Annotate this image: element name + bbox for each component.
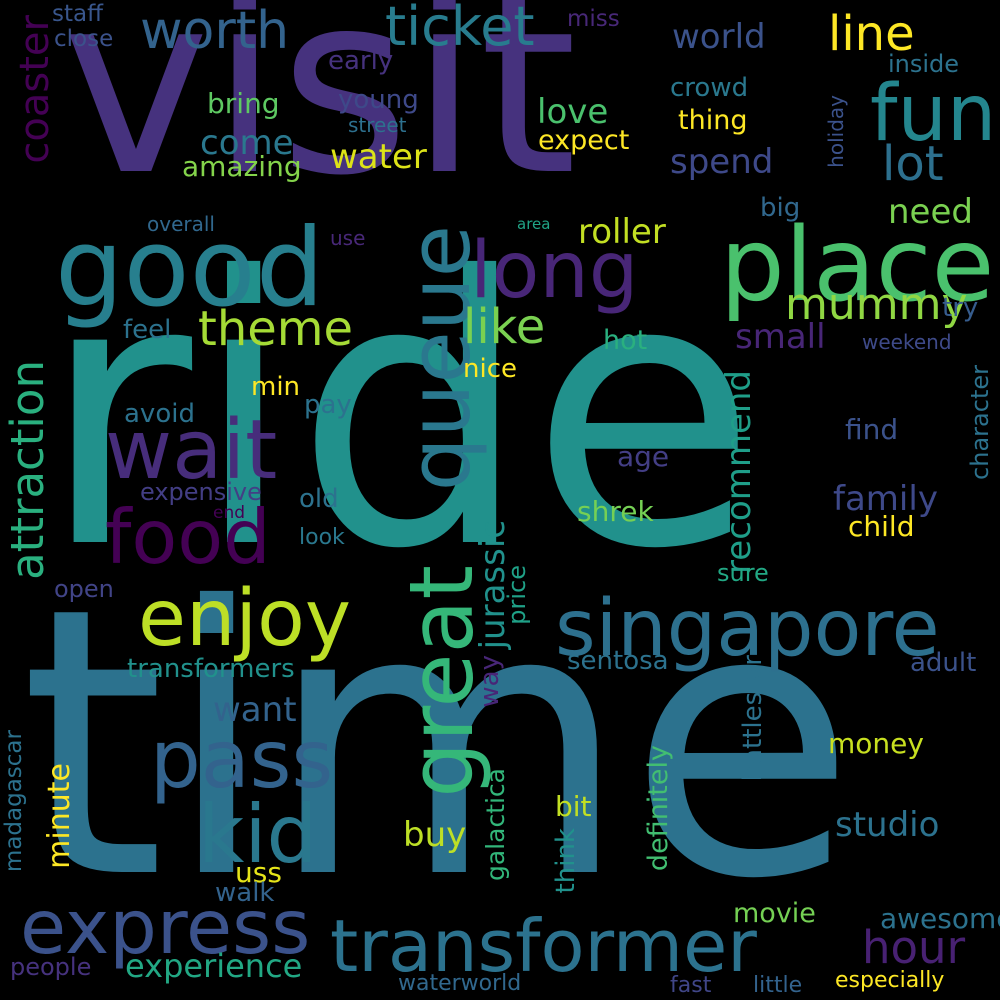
word-old: old <box>299 484 339 514</box>
word-feel: feel <box>123 315 172 345</box>
word-find: find <box>845 413 899 446</box>
word-hot: hot <box>603 325 648 356</box>
word-holiday: holiday <box>824 95 848 168</box>
word-coaster: coaster <box>12 15 58 164</box>
word-wait: wait <box>105 403 278 498</box>
word-roller: roller <box>578 212 666 252</box>
word-visit: visit <box>62 0 578 230</box>
word-adult: adult <box>910 648 977 678</box>
word-walk: walk <box>215 878 275 908</box>
word-sentosa: sentosa <box>567 646 669 676</box>
word-world: world <box>672 17 766 57</box>
word-child: child <box>848 510 915 543</box>
word-recommend: recommend <box>719 370 759 574</box>
word-thing: thing <box>678 105 748 136</box>
word-galactica: galactica <box>481 768 510 882</box>
word-love: love <box>537 92 609 132</box>
word-spend: spend <box>670 142 774 182</box>
word-pay: pay <box>304 390 352 420</box>
word-crowd: crowd <box>670 73 749 103</box>
word-uss: uss <box>235 856 282 889</box>
word-little: little <box>753 973 803 998</box>
word-time: time <box>20 530 856 960</box>
word-price: price <box>503 565 531 625</box>
word-use: use <box>330 226 366 250</box>
word-age: age <box>617 440 670 473</box>
word-open: open <box>54 575 114 603</box>
word-definitely: definitely <box>643 745 674 872</box>
word-enjoy: enjoy <box>138 574 351 664</box>
word-want: want <box>213 690 297 730</box>
word-awesome: awesome <box>880 902 1000 935</box>
word-early: early <box>328 46 394 76</box>
word-lot: lot <box>882 136 944 192</box>
word-small: small <box>735 317 826 357</box>
word-think: think <box>551 828 581 894</box>
word-place: place <box>720 206 995 325</box>
word-min: min <box>251 372 301 402</box>
word-like: like <box>463 299 546 355</box>
word-inside: inside <box>888 50 960 78</box>
word-long: long <box>470 226 639 316</box>
word-street: street <box>348 113 407 137</box>
word-theme: theme <box>198 301 354 357</box>
word-buy: buy <box>403 815 467 855</box>
word-try: try <box>942 293 979 323</box>
word-bring: bring <box>207 87 280 120</box>
word-singapore: singapore <box>555 584 940 674</box>
word-people: people <box>10 953 92 981</box>
word-expensive: expensive <box>140 478 262 506</box>
word-way: way <box>475 655 505 708</box>
word-money: money <box>828 727 924 760</box>
word-overall: overall <box>147 212 215 236</box>
word-waterworld: waterworld <box>398 971 522 996</box>
word-nice: nice <box>463 354 517 384</box>
word-close: close <box>54 26 114 52</box>
word-worth: worth <box>140 1 290 61</box>
word-minute: minute <box>42 763 77 869</box>
word-expect: expect <box>538 125 630 156</box>
word-battlestar: battlestar <box>738 655 768 782</box>
word-character: character <box>966 365 994 480</box>
word-fast: fast <box>670 973 712 998</box>
word-ticket: ticket <box>385 0 535 58</box>
word-end: end <box>213 503 246 523</box>
word-bit: bit <box>555 790 592 823</box>
word-family: family <box>833 479 938 519</box>
word-kid: kid <box>198 788 318 881</box>
word-weekend: weekend <box>862 330 952 354</box>
word-studio: studio <box>835 805 940 845</box>
word-staff: staff <box>52 1 103 27</box>
word-food: food <box>105 493 271 581</box>
word-area: area <box>517 215 551 233</box>
word-movie: movie <box>733 898 816 929</box>
word-look: look <box>299 525 345 550</box>
word-miss: miss <box>567 6 620 32</box>
word-need: need <box>888 192 973 232</box>
word-young: young <box>338 85 419 115</box>
word-water: water <box>330 137 427 177</box>
word-avoid: avoid <box>124 399 195 429</box>
word-come: come <box>200 123 294 163</box>
word-good: good <box>55 206 325 331</box>
word-fun: fun <box>870 69 997 159</box>
word-amazing: amazing <box>182 150 302 183</box>
word-ride: ride <box>40 200 758 630</box>
word-attraction: attraction <box>1 360 54 580</box>
word-shrek: shrek <box>577 495 654 528</box>
word-express: express <box>20 883 311 971</box>
word-especially: especially <box>835 968 945 993</box>
word-big: big <box>760 193 801 223</box>
word-madagascar: madagascar <box>1 730 27 873</box>
word-transformer: transformer <box>330 904 757 988</box>
word-line: line <box>828 6 915 62</box>
word-experience: experience <box>125 947 303 985</box>
word-sure: sure <box>717 559 769 587</box>
word-pass: pass <box>150 713 334 806</box>
word-hour: hour <box>862 921 966 974</box>
word-transformers: transformers <box>127 654 295 684</box>
word-mummy: mummy <box>785 279 968 330</box>
